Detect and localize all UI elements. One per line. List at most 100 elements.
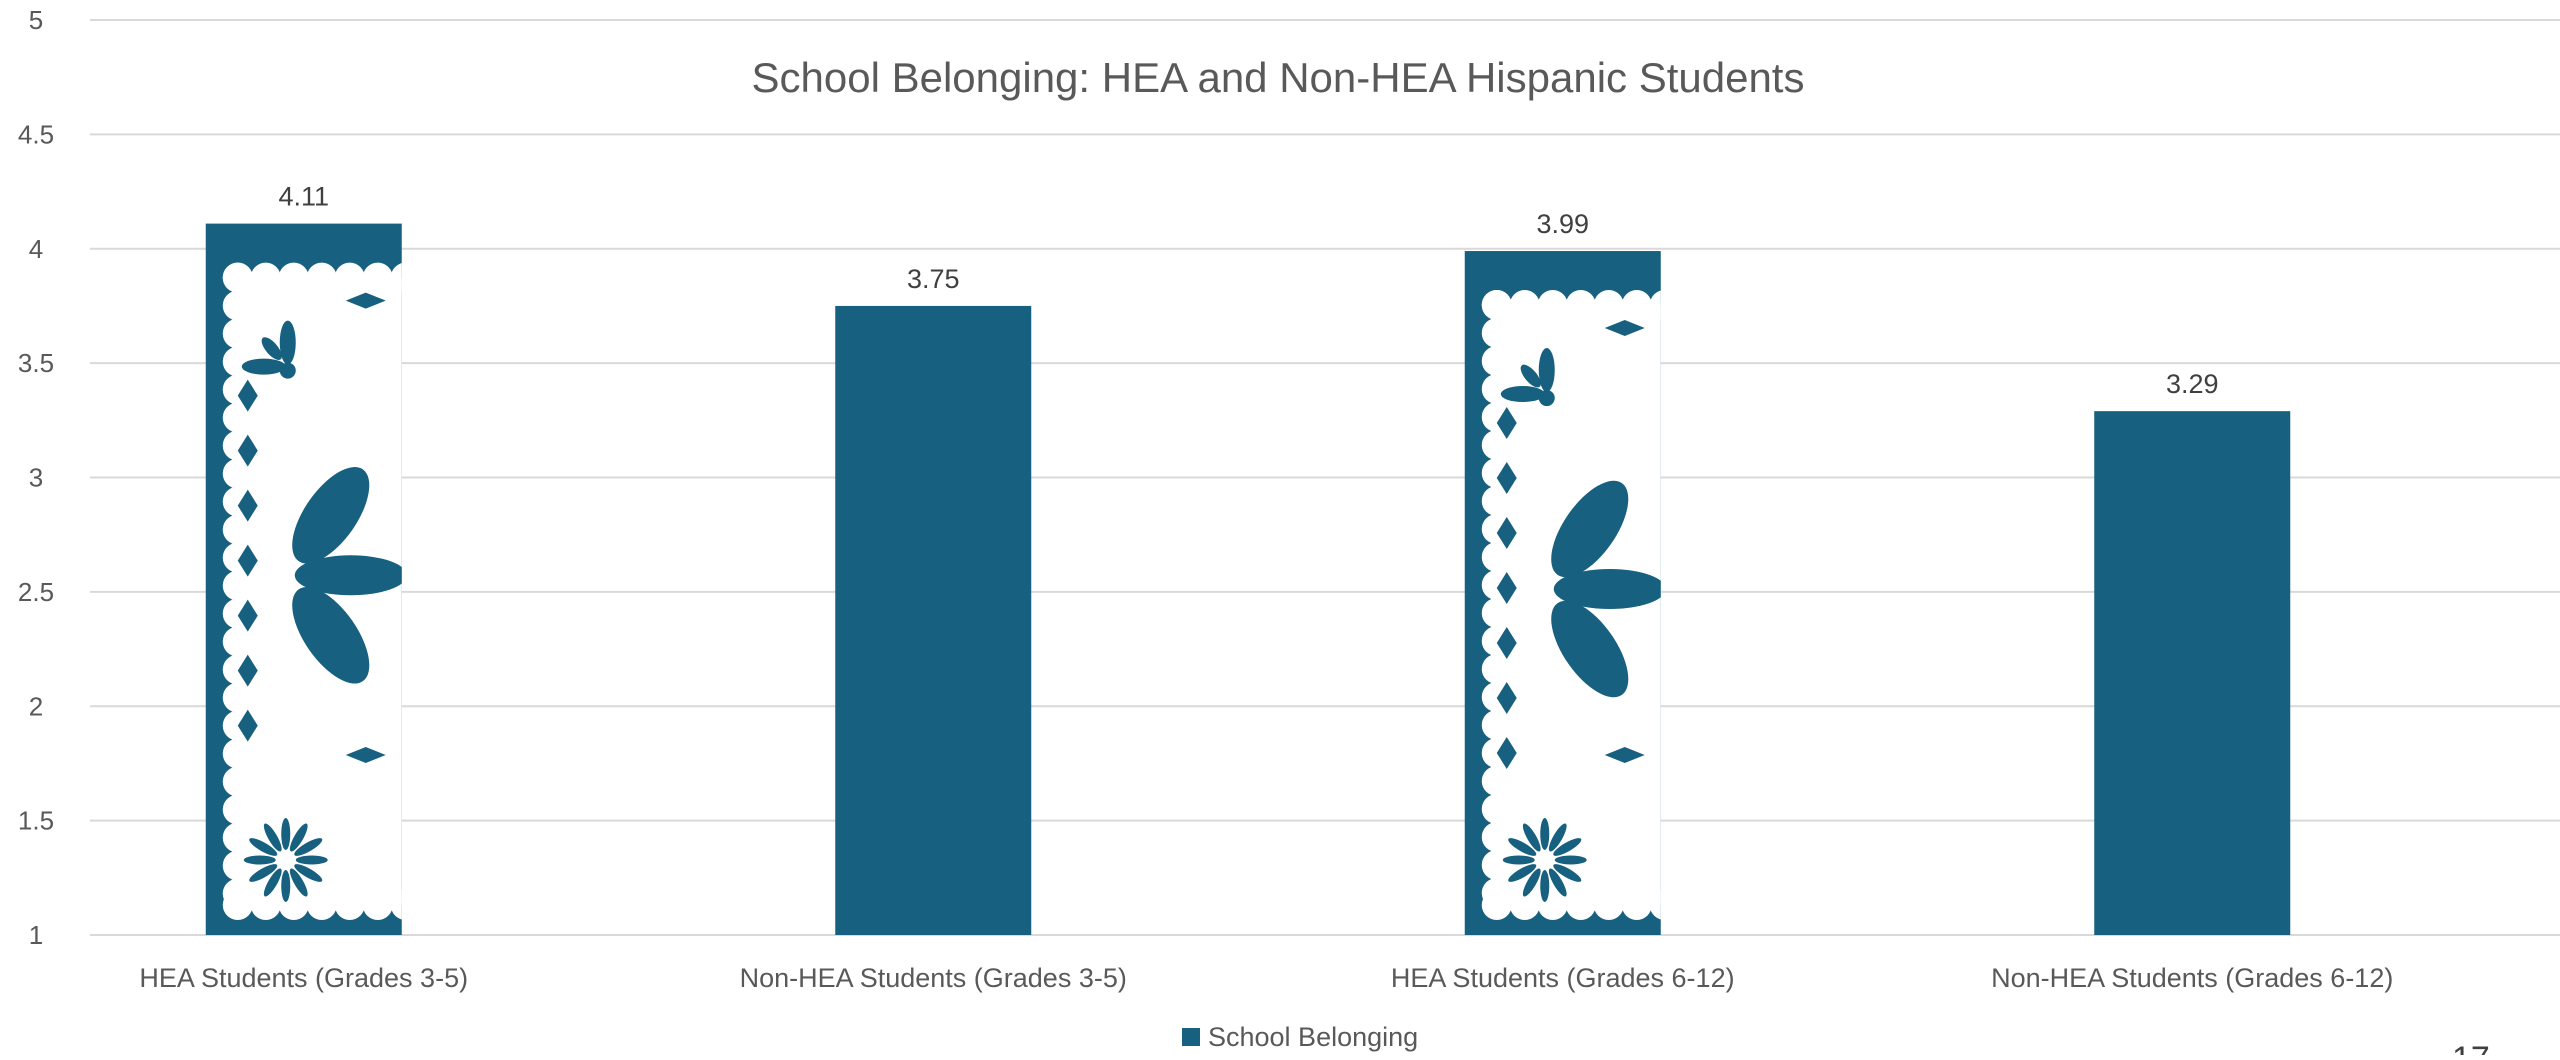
scallop (222, 318, 253, 349)
page-number: 17 (2452, 1040, 2490, 1055)
y-tick-label: 4 (29, 234, 43, 264)
scallop (1649, 890, 1661, 920)
flower-center-cutout (1538, 854, 1551, 866)
data-label: 3.99 (1536, 209, 1589, 239)
diamond-cutout (237, 379, 258, 412)
scallop (1565, 890, 1596, 920)
scallop (1509, 290, 1540, 321)
scallop (390, 263, 402, 293)
bar (835, 305, 1032, 935)
scallop (222, 738, 253, 769)
diamond-cutout (237, 654, 258, 687)
petal-cutout (1540, 818, 1550, 850)
legend-label: School Belonging (1208, 1022, 1418, 1052)
diamond-cutout (1496, 572, 1517, 605)
y-axis-tick-labels: 1 1.5 2 2.5 3 3.5 4 4.5 5 (18, 5, 54, 950)
scallop (1621, 890, 1652, 920)
petal-cutout (263, 868, 282, 897)
scallop (222, 822, 253, 853)
scallop (1481, 542, 1512, 573)
petal-cutout (1551, 600, 1629, 698)
scallop (222, 626, 253, 657)
diamond-cutout (237, 599, 258, 632)
scallop (1481, 890, 1512, 920)
scallop (250, 262, 281, 293)
flower-center-cutout (279, 854, 292, 866)
petal-cutout (1508, 864, 1537, 882)
y-tick-label: 1.5 (18, 806, 54, 836)
diamond-cutout (404, 296, 412, 306)
diamond-cutout (1496, 462, 1517, 495)
petal-cutout (1538, 348, 1555, 393)
petal-cutout (249, 838, 278, 856)
scallop (1481, 710, 1512, 741)
scallop (362, 890, 393, 920)
scallop (1593, 890, 1624, 920)
petal-cutout (281, 870, 291, 902)
petal-cutout (1540, 870, 1550, 902)
petal-cutout (1548, 868, 1567, 897)
petal-cutout (1553, 864, 1582, 882)
scallop (1481, 794, 1512, 825)
scallop (1537, 290, 1568, 321)
scallop (250, 890, 281, 920)
scallop (222, 794, 253, 825)
y-tick-label: 2.5 (18, 577, 54, 607)
scallop (222, 890, 253, 920)
petal-cutout (1520, 364, 1541, 388)
scallop (222, 850, 253, 881)
flower-center-cutout (1538, 390, 1555, 407)
flower-center-cutout (279, 362, 296, 379)
scallop (222, 262, 253, 293)
y-tick-label: 1 (29, 920, 43, 950)
petal-cutout (289, 868, 308, 897)
diamond-cutout (237, 489, 258, 522)
diamond-cutout (1496, 682, 1517, 715)
diamond-cutout (1663, 750, 1671, 760)
diamond-cutout (237, 434, 258, 467)
papel-picado-pattern (1481, 290, 1671, 920)
bar-group (1464, 251, 1671, 936)
petal-cutout (295, 855, 328, 865)
scallop (222, 766, 253, 797)
petal-cutout (1554, 855, 1587, 865)
diamond-cutout (237, 544, 258, 577)
y-tick-label: 2 (29, 691, 43, 721)
y-tick-label: 3.5 (18, 348, 54, 378)
diamond-cutout (1604, 320, 1645, 337)
bar-group (2094, 411, 2291, 936)
petal-cutout (292, 587, 370, 684)
diamond-cutout (345, 292, 386, 309)
scallop (1481, 654, 1512, 685)
petal-cutout (1551, 480, 1629, 578)
legend-swatch (1182, 1028, 1200, 1046)
y-tick-label: 5 (29, 5, 43, 35)
x-category-label: HEA Students (Grades 3-5) (139, 963, 468, 993)
petal-cutout (1553, 569, 1661, 610)
diamond-cutout (1496, 407, 1517, 440)
petal-cutout (261, 337, 282, 360)
y-tick-label: 4.5 (18, 119, 54, 149)
petal-cutout (294, 555, 402, 596)
data-labels: 4.11 3.75 3.99 3.29 (278, 182, 2218, 400)
petal-cutout (249, 864, 278, 882)
chart-title: School Belonging: HEA and Non-HEA Hispan… (752, 54, 1805, 101)
y-tick-label: 3 (29, 463, 43, 493)
diamond-cutout (1496, 517, 1517, 550)
bar-group (835, 305, 1032, 935)
gridlines (90, 19, 2560, 936)
papel-picado-pattern (222, 262, 412, 920)
scallop (334, 262, 365, 293)
x-category-label: HEA Students (Grades 6-12) (1391, 963, 1735, 993)
diamond-cutout (1663, 323, 1671, 333)
scallop (306, 262, 337, 293)
scallop (1481, 346, 1512, 377)
petal-cutout (243, 855, 276, 865)
petal-cutout (1500, 386, 1545, 403)
scallop (1481, 430, 1512, 461)
scallop (278, 262, 309, 293)
petal-cutout (289, 823, 308, 852)
data-label: 4.11 (278, 182, 329, 212)
petal-cutout (1553, 838, 1582, 856)
